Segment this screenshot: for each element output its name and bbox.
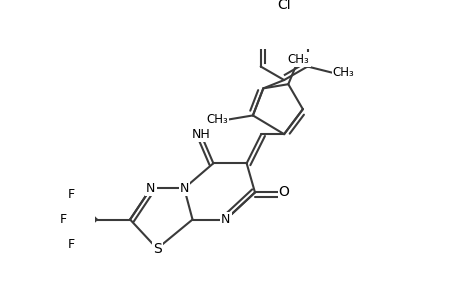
Text: O: O [278,185,289,200]
Text: Cl: Cl [277,0,290,12]
Text: N: N [146,182,155,195]
Text: F: F [68,188,75,201]
Text: N: N [179,182,189,195]
Text: CH₃: CH₃ [332,66,353,79]
Text: F: F [68,238,75,251]
Text: F: F [60,213,67,226]
Text: CH₃: CH₃ [206,113,227,126]
Text: NH: NH [191,128,210,141]
Text: CH₃: CH₃ [287,53,309,66]
Text: S: S [152,242,161,256]
Text: N: N [221,213,230,226]
